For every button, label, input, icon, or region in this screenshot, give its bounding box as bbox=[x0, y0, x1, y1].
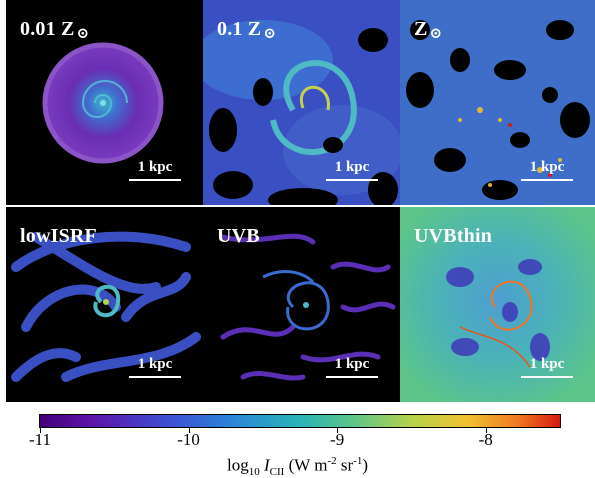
scale-bar-label: 1 kpc bbox=[334, 159, 370, 175]
colorbar-tick bbox=[337, 428, 339, 433]
panel-label: 0.01 Z ⊙ bbox=[20, 18, 90, 42]
scale-bar: 1 kpc bbox=[326, 159, 378, 181]
emission-map bbox=[42, 42, 164, 164]
scale-bar: 1 kpc bbox=[129, 356, 181, 378]
scale-bar-line bbox=[129, 376, 181, 378]
emission-map bbox=[203, 207, 400, 402]
scale-bar: 1 kpc bbox=[129, 159, 181, 181]
panel-zsun: Z ⊙ 1 kpc bbox=[400, 0, 595, 205]
panel-label: UVB bbox=[217, 225, 262, 248]
colorbar-label-end: ) bbox=[362, 455, 368, 475]
scale-bar-line bbox=[326, 376, 378, 378]
panel-label: UVBthin bbox=[414, 225, 494, 248]
panel-label: lowISRF bbox=[20, 225, 99, 248]
panel-uvb: UVB 1 kpc bbox=[203, 207, 400, 402]
colorbar-tick-label: -8 bbox=[478, 430, 493, 449]
panel-label: 0.1 Z ⊙ bbox=[217, 18, 277, 42]
scale-bar-line bbox=[521, 376, 573, 378]
colorbar-tick bbox=[188, 428, 190, 433]
colorbar-label-sup2: -1 bbox=[353, 455, 363, 467]
emission-map bbox=[400, 207, 595, 402]
solar-symbol: ⊙ bbox=[429, 26, 443, 42]
scale-bar-label: 1 kpc bbox=[529, 356, 565, 372]
panel-label-text: lowISRF bbox=[20, 225, 97, 247]
colorbar-label-log: log bbox=[227, 455, 249, 475]
solar-symbol: ⊙ bbox=[76, 26, 90, 42]
solar-symbol: ⊙ bbox=[263, 26, 277, 42]
scale-bar: 1 kpc bbox=[521, 159, 573, 181]
colorbar-label-mid: sr bbox=[336, 455, 354, 475]
panel-label-text: 0.01 Z bbox=[20, 18, 75, 40]
scale-bar-line bbox=[129, 179, 181, 181]
emission-map bbox=[400, 0, 595, 205]
colorbar-tick-label: -9 bbox=[330, 430, 345, 449]
colorbar-label-var: I bbox=[263, 455, 270, 475]
colorbar bbox=[39, 414, 561, 428]
colorbar-tick bbox=[485, 428, 487, 433]
colorbar-label-units: (W m bbox=[284, 455, 328, 475]
panel-lowisrf: lowISRF 1 kpc bbox=[6, 207, 203, 402]
panel-label-text: 0.1 Z bbox=[217, 18, 262, 40]
colorbar-label-log-sub: 10 bbox=[248, 466, 260, 478]
scale-bar: 1 kpc bbox=[521, 356, 573, 378]
panel-uvbthin: UVBthin 1 kpc bbox=[400, 207, 595, 402]
colorbar-tick-label: -11 bbox=[28, 430, 52, 449]
colorbar-label-sup1: -2 bbox=[327, 455, 337, 467]
colorbar-label: log10 ICII (W m-2 sr-1) bbox=[0, 455, 595, 478]
colorbar-tick bbox=[40, 428, 41, 433]
scale-bar-label: 1 kpc bbox=[334, 356, 370, 372]
scale-bar: 1 kpc bbox=[326, 356, 378, 378]
scale-bar-label: 1 kpc bbox=[137, 356, 173, 372]
panel-0.01-zsun: 0.01 Z ⊙ 1 kpc bbox=[6, 0, 203, 205]
colorbar-label-var-sub: CII bbox=[269, 466, 285, 478]
panel-label: Z ⊙ bbox=[414, 18, 443, 42]
scale-bar-label: 1 kpc bbox=[529, 159, 565, 175]
scale-bar-label: 1 kpc bbox=[137, 159, 173, 175]
emission-map bbox=[6, 207, 203, 402]
panel-label-text: UVBthin bbox=[414, 225, 493, 247]
scale-bar-line bbox=[521, 179, 573, 181]
panel-0.1-zsun: 0.1 Z ⊙ 1 kpc bbox=[203, 0, 400, 205]
panel-label-text: Z bbox=[414, 18, 428, 40]
scale-bar-line bbox=[326, 179, 378, 181]
panel-label-text: UVB bbox=[217, 225, 260, 247]
colorbar-tick-label: -10 bbox=[177, 430, 200, 449]
panel-grid: 0.01 Z ⊙ 1 kpc 0.1 Z ⊙ 1 kpc bbox=[6, 0, 595, 402]
